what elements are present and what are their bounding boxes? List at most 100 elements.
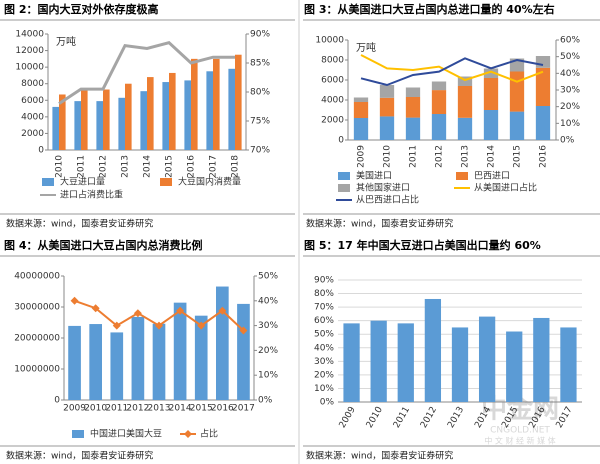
chart-title: 图 4：从美国进口大豆占国内总消费比例: [4, 238, 202, 252]
legend-swatch: [160, 178, 172, 186]
legend-label: 大豆进口量: [60, 176, 105, 188]
y-tick-label: 6000: [21, 96, 44, 106]
y2-tick-label: 0%: [258, 396, 273, 406]
legend-swatch: [456, 172, 468, 180]
y-tick-label: 2000: [321, 116, 344, 126]
y2-tick-label: 30%: [560, 86, 580, 96]
x-tick-label: 2011: [77, 155, 87, 178]
source-note: 数据来源：wind，国泰君安证券研究: [306, 218, 453, 230]
bar: [81, 89, 88, 150]
y-tick-label: 4000: [321, 96, 344, 106]
y-tick-label: 8000: [21, 79, 44, 89]
y-tick-label: 10000: [315, 36, 344, 46]
bar: [74, 101, 81, 150]
x-tick-label: 2014: [143, 155, 153, 178]
bar: [379, 116, 395, 140]
y2-tick-label: 85%: [250, 59, 270, 69]
x-tick-label: 2015: [165, 155, 175, 178]
source-note: 数据来源：wind，国泰君安证券研究: [306, 450, 453, 462]
y-tick-label: 10000: [15, 63, 44, 73]
x-tick-label: 2009: [63, 404, 86, 414]
bar: [213, 58, 220, 150]
bar: [431, 90, 447, 114]
bar: [343, 323, 360, 402]
x-tick-label: 2018: [231, 155, 241, 178]
y-tick-label: 10%: [314, 384, 334, 394]
bar: [89, 324, 102, 400]
x-tick-label: 2014: [487, 145, 497, 168]
legend-label: 从美国进口占比: [474, 182, 537, 194]
bar: [535, 56, 551, 68]
bar: [131, 316, 145, 400]
x-tick-label: 2013: [148, 404, 171, 414]
chart-title: 图 3：从美国进口大豆占国内总进口量的 40%左右: [304, 2, 555, 16]
bar: [405, 117, 421, 140]
bar: [451, 327, 469, 402]
legend-label: 从巴西进口占比: [356, 194, 419, 206]
watermark: 中 文 财 经 新 媒 体: [484, 436, 555, 446]
y-tick-label: 40000000: [14, 272, 60, 282]
y-tick-label: 30%: [314, 357, 334, 367]
legend-label: 其他国家进口: [356, 182, 410, 194]
x-tick-label: 2017: [209, 155, 219, 178]
y2-tick-label: 20%: [560, 102, 580, 112]
bar: [483, 78, 499, 110]
bar: [379, 97, 395, 117]
line: [58, 41, 235, 105]
y2-tick-label: 40%: [560, 69, 580, 79]
y2-tick-label: 10%: [258, 371, 278, 381]
legend-swatch: [184, 430, 192, 438]
x-tick-label: 2009: [357, 145, 367, 168]
chart-title: 图 2：国内大豆对外依存度极高: [4, 2, 158, 16]
chart-title: 图 5：17 年中国大豆进口占美国出口量约 60%: [304, 238, 541, 252]
line-marker: [239, 326, 248, 335]
bar: [483, 68, 499, 78]
source-note: 数据来源：wind，国泰君安证券研究: [6, 218, 153, 230]
bar: [353, 118, 369, 140]
line-marker: [112, 321, 121, 330]
bar: [191, 58, 198, 150]
bar: [184, 80, 191, 150]
bar: [68, 325, 81, 400]
y-tick-label: 0%: [320, 398, 335, 408]
bar: [509, 71, 525, 112]
x-tick-label: 2010: [365, 405, 385, 430]
bar: [483, 110, 499, 140]
line-marker: [155, 321, 163, 330]
bar: [110, 332, 124, 400]
x-tick-label: 2010: [84, 404, 107, 414]
bar: [162, 82, 169, 150]
y2-tick-label: 40%: [258, 296, 278, 306]
bar: [509, 111, 525, 140]
x-tick-label: 2016: [539, 145, 549, 168]
y-tick-label: 50%: [314, 330, 334, 340]
legend-swatch: [72, 430, 84, 438]
x-tick-label: 2012: [419, 405, 439, 430]
x-tick-label: 2015: [190, 404, 213, 414]
bar: [52, 106, 59, 150]
x-tick-label: 2012: [435, 145, 445, 168]
y-tick-label: 4000: [21, 112, 44, 122]
bar: [431, 114, 447, 140]
bar: [194, 315, 208, 400]
x-tick-label: 2011: [409, 145, 419, 168]
bar: [216, 286, 229, 400]
bar: [424, 298, 442, 402]
bar: [478, 316, 496, 402]
y-tick-label: 10000000: [14, 365, 60, 375]
line-marker: [176, 306, 185, 315]
bar: [405, 87, 421, 97]
x-tick-label: 2010: [383, 145, 393, 168]
line: [360, 54, 544, 83]
y2-tick-label: 0%: [560, 136, 575, 146]
bar: [405, 97, 421, 118]
legend-swatch: [338, 172, 350, 180]
legend-label: 巴西进口: [474, 171, 510, 182]
y-tick-label: 80%: [314, 289, 334, 299]
y2-tick-label: 50%: [560, 52, 580, 62]
y2-tick-label: 90%: [250, 30, 270, 40]
y2-tick-label: 20%: [258, 346, 278, 356]
x-tick-label: 2017: [232, 404, 255, 414]
bar: [235, 54, 242, 150]
y2-tick-label: 80%: [250, 88, 270, 98]
